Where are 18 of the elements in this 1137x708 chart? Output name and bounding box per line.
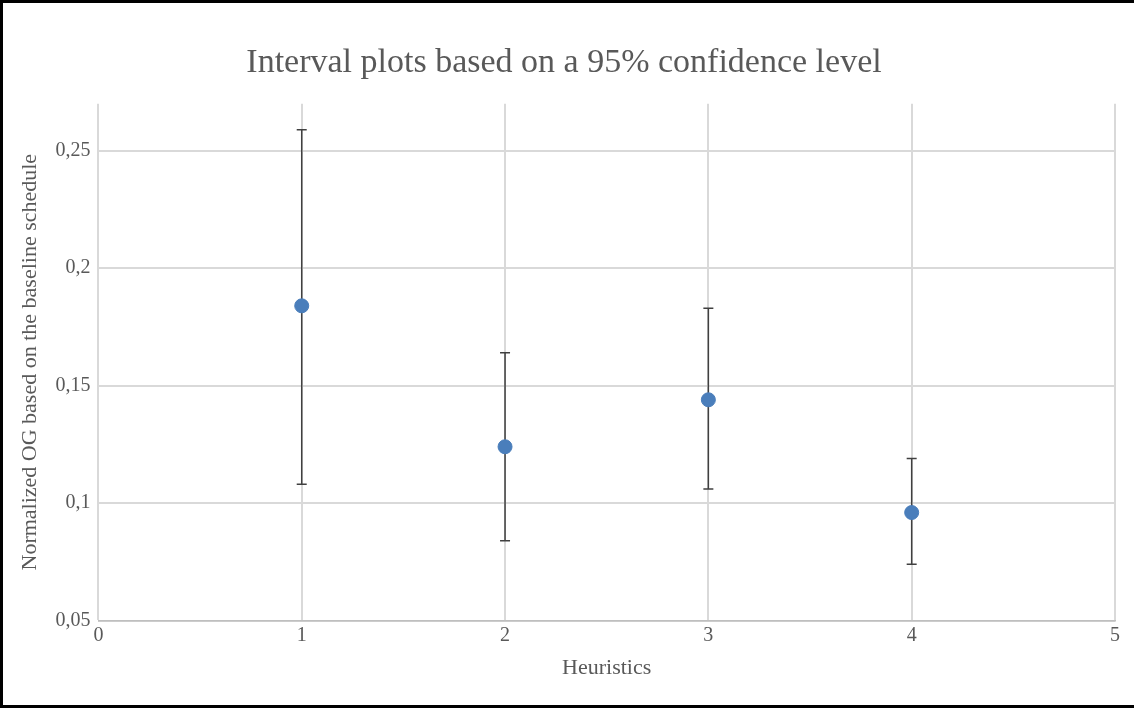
- x-tick-label: 5: [1110, 622, 1120, 645]
- x-tick-label: 3: [703, 622, 714, 645]
- y-tick-label: 0,1: [65, 490, 91, 513]
- x-tick-label: 0: [93, 622, 104, 645]
- y-tick-label: 0,05: [55, 607, 91, 630]
- x-tick-label: 1: [296, 622, 307, 645]
- point: [497, 439, 513, 455]
- x-tick-label: 2: [500, 622, 511, 645]
- point: [294, 298, 310, 314]
- x-axis-title: Heuristics: [562, 653, 652, 679]
- y-tick-label: 0,25: [55, 138, 91, 161]
- y-tick-label: 0,2: [65, 255, 91, 278]
- point: [904, 505, 920, 521]
- point: [700, 392, 716, 408]
- y-axis-title: Normalized OG based on the baseline schedule: [15, 153, 41, 571]
- y-tick-label: 0,15: [55, 372, 91, 395]
- chart-title: Interval plots based on a 95% confidence level: [246, 42, 882, 80]
- x-tick-label: 4: [906, 622, 917, 645]
